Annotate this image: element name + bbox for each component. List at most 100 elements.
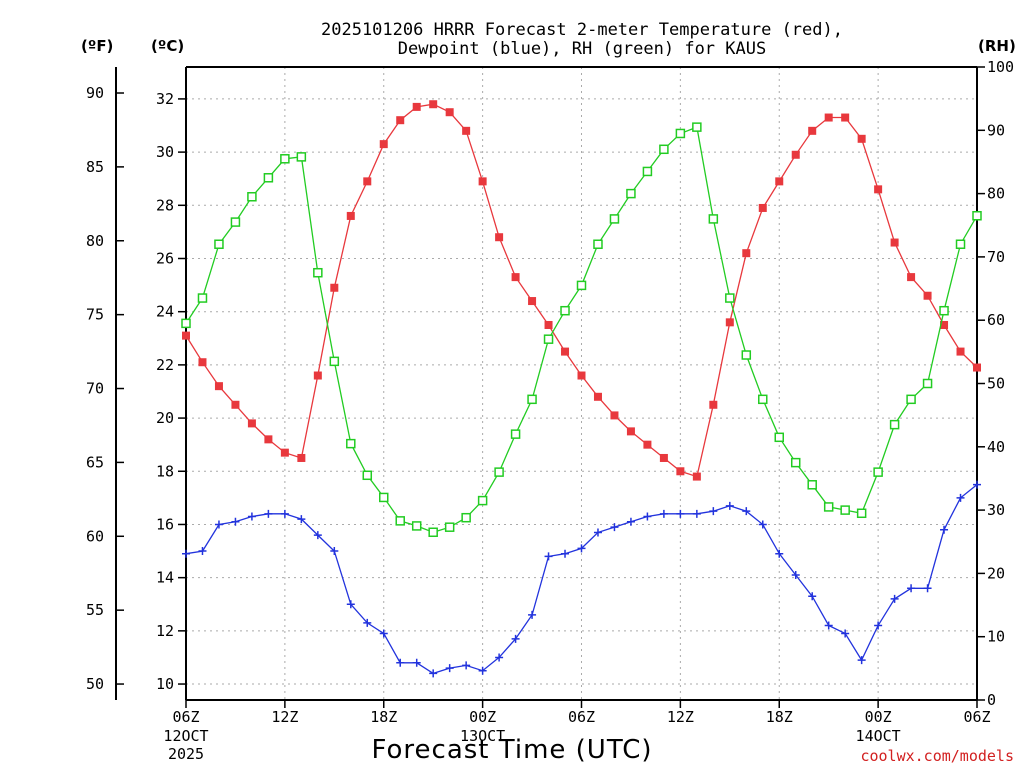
fahrenheit-tick-label: 55 xyxy=(86,601,104,619)
temperature-point xyxy=(956,347,965,356)
dewpoint-point xyxy=(610,523,619,532)
dewpoint-point xyxy=(313,531,322,540)
rh-point xyxy=(543,334,554,344)
temperature-point xyxy=(379,140,388,149)
dewpoint-point xyxy=(495,653,504,662)
dewpoint-point xyxy=(247,512,256,521)
x-tick-year: 2025 xyxy=(168,745,204,763)
rh-point xyxy=(230,217,241,227)
temperature-point xyxy=(725,318,734,327)
rh-series xyxy=(181,122,982,538)
celsius-unit-label: (ºC) xyxy=(151,37,184,55)
rh-point xyxy=(725,293,735,303)
rh-point xyxy=(428,527,438,538)
rh-point xyxy=(675,128,686,139)
rh-tick-label: 60 xyxy=(987,311,1005,329)
temperature-point xyxy=(676,467,685,476)
x-axis-title: Forecast Time (UTC) xyxy=(371,735,652,765)
dewpoint-point xyxy=(874,621,883,630)
dewpoint-point xyxy=(923,584,932,593)
dewpoint-point xyxy=(577,544,586,553)
x-tick-date: 13OCT xyxy=(460,727,505,745)
celsius-tick-label: 12 xyxy=(156,622,174,640)
temperature-point xyxy=(742,249,751,258)
fahrenheit-tick-label: 60 xyxy=(86,527,104,545)
temperature-point xyxy=(709,400,718,409)
x-tick-label: 18Z xyxy=(370,708,397,726)
celsius-tick-label: 18 xyxy=(156,462,174,480)
temperature-point xyxy=(874,185,883,194)
rh-point xyxy=(741,350,752,360)
dewpoint-point xyxy=(379,629,388,638)
temperature-point xyxy=(923,291,932,300)
rh-point xyxy=(906,394,916,405)
dewpoint-point xyxy=(709,507,718,516)
rh-point xyxy=(856,508,867,519)
fahrenheit-tick-label: 50 xyxy=(86,675,104,693)
dewpoint-point xyxy=(264,509,273,518)
dewpoint-point xyxy=(198,547,207,556)
dewpoint-point xyxy=(478,666,487,675)
rh-point xyxy=(313,267,323,278)
temperature-point xyxy=(363,177,372,186)
dewpoint-point xyxy=(808,592,817,601)
temperature-point xyxy=(313,371,322,380)
rh-point xyxy=(560,305,570,316)
rh-point xyxy=(576,280,587,291)
rh-point xyxy=(329,356,340,367)
rh-point xyxy=(346,438,356,449)
temperature-point xyxy=(511,273,520,282)
dewpoint-point xyxy=(330,547,339,556)
rh-point xyxy=(263,173,274,183)
dewpoint-point xyxy=(363,618,372,627)
x-tick-date: 14OCT xyxy=(856,727,901,745)
rh-point xyxy=(379,492,389,503)
dewpoint-point xyxy=(841,629,850,638)
temperature-point xyxy=(445,108,454,117)
rh-tick-label: 10 xyxy=(987,628,1005,646)
temperature-point xyxy=(478,177,487,186)
rh-point xyxy=(626,188,636,199)
temperature-point xyxy=(940,320,949,329)
rh-point xyxy=(197,293,208,303)
x-tick-label: 18Z xyxy=(766,708,793,726)
temperature-point xyxy=(264,435,273,444)
rh-point xyxy=(247,192,257,202)
celsius-tick-label: 32 xyxy=(156,90,174,108)
rh-point xyxy=(972,211,982,221)
temperature-point xyxy=(890,238,899,247)
rh-point xyxy=(593,239,603,249)
x-tick-label: 06Z xyxy=(172,708,199,726)
dewpoint-point xyxy=(396,658,405,667)
rh-point xyxy=(774,432,784,443)
dewpoint-point xyxy=(775,549,784,558)
temperature-point xyxy=(412,102,421,111)
fahrenheit-tick-label: 90 xyxy=(86,84,104,102)
dewpoint-point xyxy=(857,656,866,665)
rh-point xyxy=(659,144,669,155)
dewpoint-series xyxy=(182,480,981,678)
celsius-tick-label: 30 xyxy=(156,143,174,161)
dewpoint-point xyxy=(725,501,734,510)
celsius-tick-label: 26 xyxy=(156,249,174,267)
rh-tick-label: 50 xyxy=(987,375,1005,393)
rh-point xyxy=(939,305,949,316)
x-tick-label: 12Z xyxy=(667,708,694,726)
dewpoint-point xyxy=(907,584,916,593)
axes xyxy=(115,66,985,708)
dewpoint-point xyxy=(346,600,355,609)
rh-tick-label: 100 xyxy=(987,58,1014,76)
rh-point xyxy=(840,505,850,515)
rh-point xyxy=(527,394,537,405)
chart-title-line-1: 2025101206 HRRR Forecast 2-meter Tempera… xyxy=(321,20,843,40)
temperature-point xyxy=(577,371,586,380)
temperature-point xyxy=(280,448,289,457)
dewpoint-point xyxy=(676,509,685,518)
temperature-series xyxy=(182,100,981,481)
dewpoint-point xyxy=(280,509,289,518)
temperature-point xyxy=(198,358,207,367)
temperature-point xyxy=(643,440,652,449)
rh-point xyxy=(889,419,900,430)
temperature-point xyxy=(841,113,850,122)
